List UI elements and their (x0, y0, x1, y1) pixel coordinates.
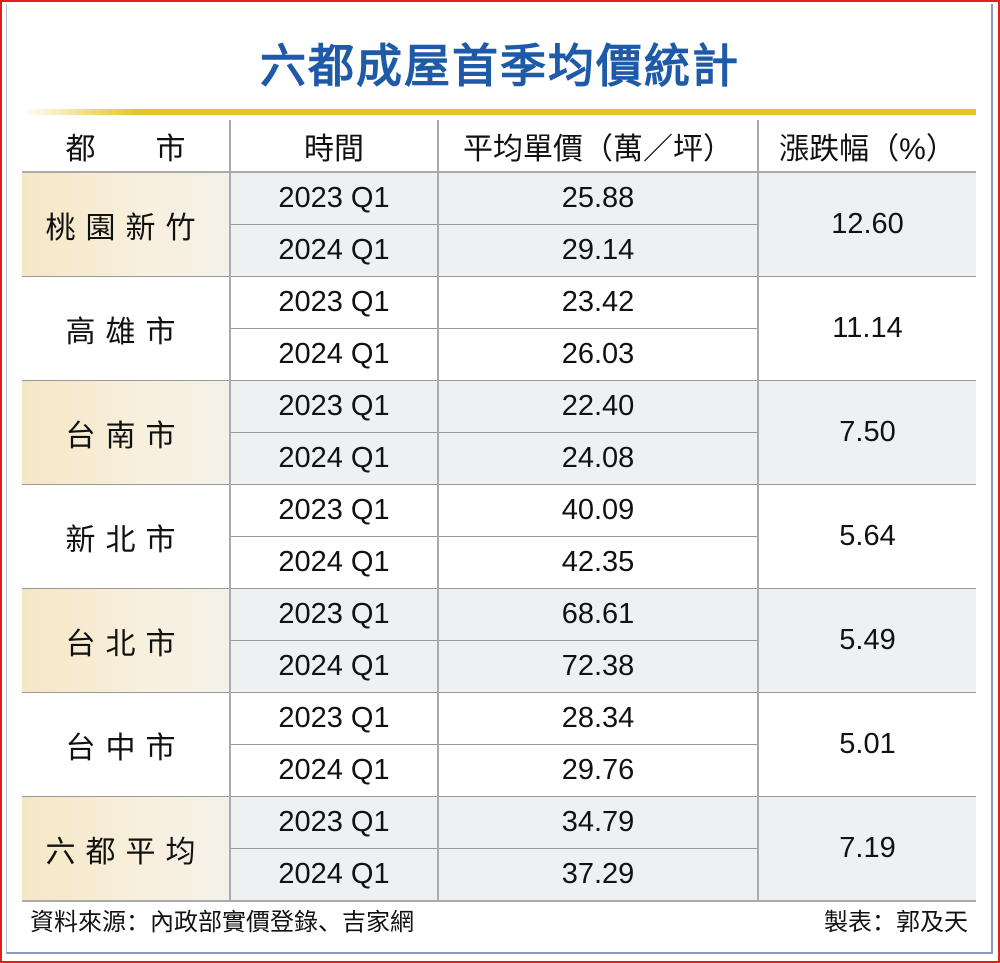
period-cell: 2024 Q1 (229, 640, 438, 693)
price-cell: 37.29 (437, 848, 758, 902)
change-cell: 5.01 (757, 692, 976, 797)
city-cell: 六都平均 (22, 796, 230, 902)
price-cell: 34.79 (437, 796, 758, 849)
price-cell: 72.38 (437, 640, 758, 693)
price-cell: 25.88 (437, 172, 758, 225)
price-table: 都 市 時間 平均單價（萬／坪） 漲跌幅（%） 桃園新竹 2023 Q1 25.88… (22, 120, 976, 902)
price-cell: 28.34 (437, 692, 758, 745)
table-row: 新北市 2023 Q1 40.09 5.64 (22, 484, 976, 589)
period-cell: 2023 Q1 (229, 380, 438, 433)
period-cell: 2024 Q1 (229, 432, 438, 485)
table-row: 2024 Q1 72.38 (22, 640, 976, 693)
header-row: 都 市 時間 平均單價（萬／坪） 漲跌幅（%） (22, 120, 976, 173)
header-city: 都 市 (22, 120, 230, 173)
price-cell: 42.35 (437, 536, 758, 589)
header-price: 平均單價（萬／坪） (437, 120, 758, 173)
header-period: 時間 (229, 120, 438, 173)
price-cell: 24.08 (437, 432, 758, 485)
change-cell: 12.60 (757, 172, 976, 277)
period-cell: 2023 Q1 (229, 588, 438, 641)
change-cell: 5.64 (757, 484, 976, 589)
price-cell: 22.40 (437, 380, 758, 433)
table-row: 六都平均 2023 Q1 34.79 7.19 (22, 796, 976, 902)
credit-note: 製表：郭及天 (824, 909, 968, 936)
period-cell: 2024 Q1 (229, 328, 438, 381)
table-row: 2024 Q1 29.76 (22, 744, 976, 797)
price-cell: 23.42 (437, 276, 758, 329)
period-cell: 2023 Q1 (229, 484, 438, 537)
title-divider (22, 109, 976, 115)
change-cell: 5.49 (757, 588, 976, 693)
change-cell: 7.19 (757, 796, 976, 902)
table-row: 2024 Q1 29.14 (22, 224, 976, 277)
period-cell: 2024 Q1 (229, 536, 438, 589)
change-cell: 7.50 (757, 380, 976, 485)
table-row: 台北市 2023 Q1 68.61 5.49 (22, 588, 976, 693)
city-cell: 台北市 (22, 588, 230, 693)
period-cell: 2023 Q1 (229, 172, 438, 225)
price-cell: 29.76 (437, 744, 758, 797)
period-cell: 2024 Q1 (229, 744, 438, 797)
period-cell: 2024 Q1 (229, 848, 438, 902)
period-cell: 2023 Q1 (229, 796, 438, 849)
source-note: 資料來源：內政部實價登錄、吉家網 (30, 909, 414, 936)
table-row: 桃園新竹 2023 Q1 25.88 12.60 (22, 172, 976, 277)
city-cell: 新北市 (22, 484, 230, 589)
price-cell: 29.14 (437, 224, 758, 277)
table-row: 2024 Q1 26.03 (22, 328, 976, 381)
city-cell: 台南市 (22, 380, 230, 485)
period-cell: 2023 Q1 (229, 276, 438, 329)
price-cell: 68.61 (437, 588, 758, 641)
table-row: 台中市 2023 Q1 28.34 5.01 (22, 692, 976, 797)
header-change: 漲跌幅（%） (757, 120, 976, 173)
price-cell: 40.09 (437, 484, 758, 537)
table-row: 2024 Q1 42.35 (22, 536, 976, 589)
price-cell: 26.03 (437, 328, 758, 381)
city-cell: 台中市 (22, 692, 230, 797)
page-title: 六都成屋首季均價統計 (260, 40, 740, 92)
city-cell: 桃園新竹 (22, 172, 230, 277)
table-row: 高雄市 2023 Q1 23.42 11.14 (22, 276, 976, 381)
change-cell: 11.14 (757, 276, 976, 381)
city-cell: 高雄市 (22, 276, 230, 381)
period-cell: 2023 Q1 (229, 692, 438, 745)
table-row: 台南市 2023 Q1 22.40 7.50 (22, 380, 976, 485)
period-cell: 2024 Q1 (229, 224, 438, 277)
table-row: 2024 Q1 37.29 (22, 848, 976, 902)
inner-frame (6, 4, 993, 954)
table-row: 2024 Q1 24.08 (22, 432, 976, 485)
